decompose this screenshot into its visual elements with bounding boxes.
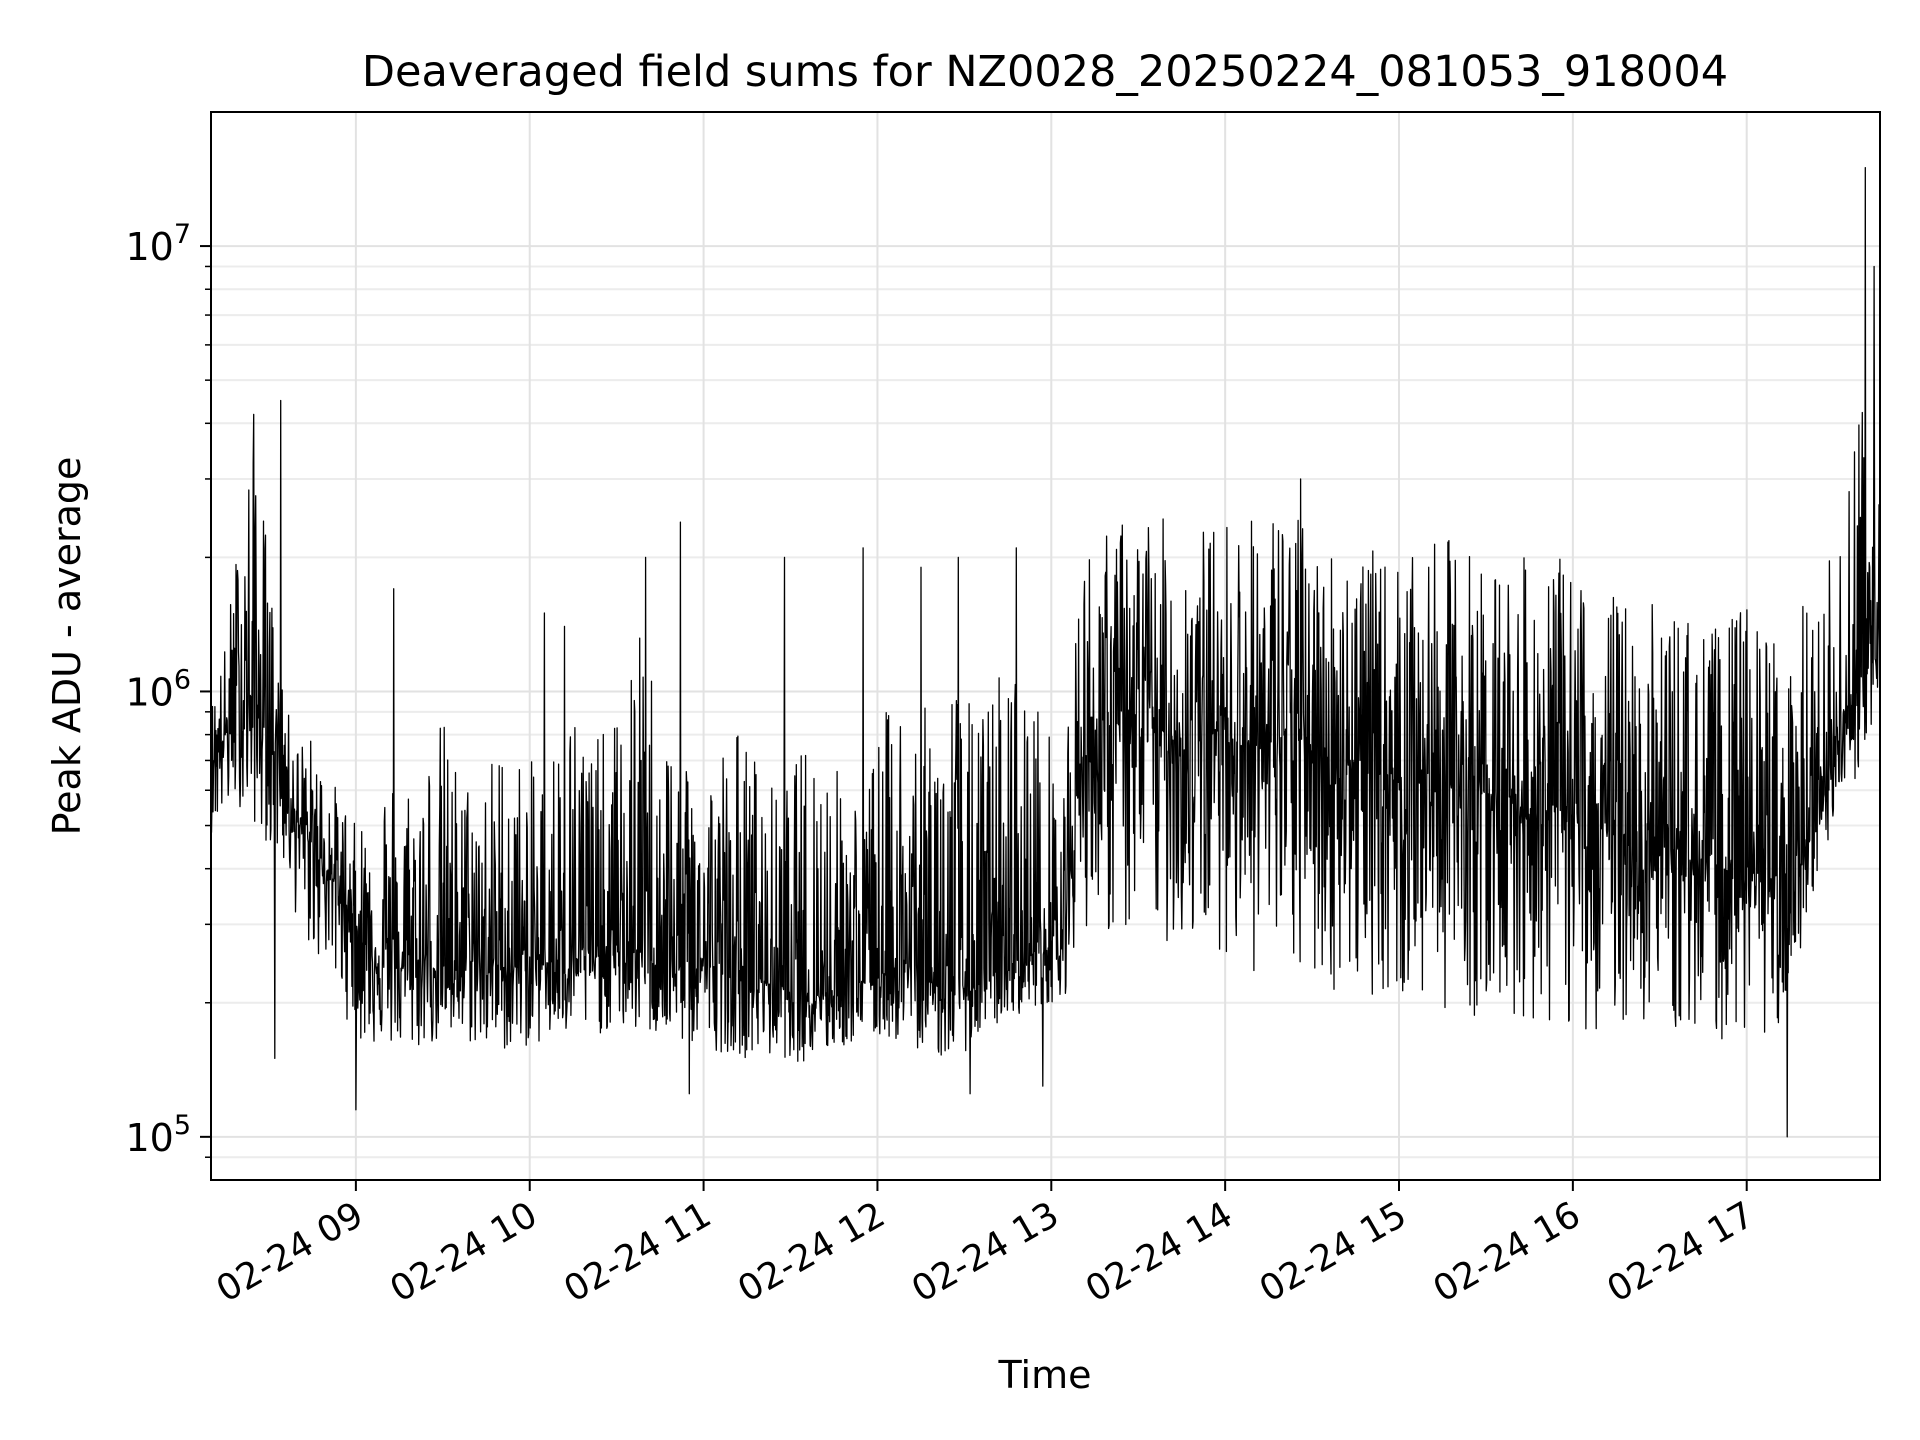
y-axis-label: Peak ADU - average [45,457,89,836]
y-axis: 105 106 107 [125,219,211,1160]
y-tick-label: 107 [125,219,191,269]
y-tick-label: 105 [125,1110,191,1160]
x-axis-label: Time [998,1353,1092,1397]
data-series-line [210,166,1881,1138]
y-tick-label: 106 [125,664,191,714]
plot-frame [210,111,1881,1181]
chart-title: Deaveraged field sums for NZ0028_2025022… [362,47,1728,97]
series-layer [210,166,1881,1138]
